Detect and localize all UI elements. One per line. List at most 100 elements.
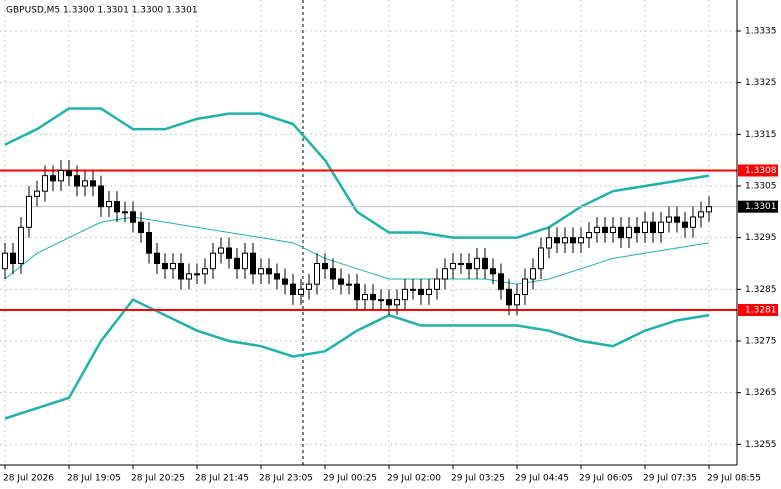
candle-body [2,252,8,270]
candle-body [610,226,616,233]
candle-body [602,226,608,233]
candle-body [362,294,368,301]
candle-body [386,299,392,306]
levels [0,169,737,311]
candle-body [274,273,280,280]
candle-body [330,268,336,280]
candle-body [570,237,576,244]
x-tick-label: 28 Jul 20:25 [131,474,185,484]
candle-body [146,232,152,254]
candle-body [138,221,144,234]
y-tick-label: 1.3265 [745,388,777,398]
bollinger-bands [4,107,710,420]
candle-body [58,170,64,182]
candle-body [370,294,376,301]
x-tick-label: 29 Jul 00:25 [323,474,377,484]
candle-body [482,257,488,270]
candle-body [50,175,56,182]
candle-body [218,247,224,254]
candle-body [242,252,248,270]
candle-body [162,263,168,270]
candles [2,160,712,316]
candle-body [202,268,208,275]
candle-body [210,252,216,270]
x-tick-label: 29 Jul 04:45 [515,474,569,484]
last-price-label: 1.3301 [745,202,777,212]
candle-body [82,180,88,187]
candle-body [554,237,560,244]
candle-body [434,278,440,290]
candle-body [450,263,456,270]
y-tick-label: 1.3315 [745,130,777,140]
candle-body [498,273,504,290]
candle-body [666,216,672,223]
candle-body [10,252,16,265]
candle-body [130,211,136,223]
x-tick-label: 29 Jul 02:00 [387,474,441,484]
y-tick-label: 1.3285 [745,285,777,295]
candle-body [250,252,256,275]
last-price-box [738,200,778,213]
candle-body [42,175,48,192]
candle-body [658,221,664,234]
y-tick-label: 1.3295 [745,233,777,243]
candle-body [186,273,192,280]
y-tick-label: 1.3275 [745,337,777,347]
candle-body [698,211,704,218]
x-tick-label: 28 Jul 2026 [3,474,54,484]
candle-body [226,247,232,259]
candle-body [394,299,400,306]
candle-body [90,180,96,187]
candle-body [346,283,352,286]
band-line [4,298,710,420]
candle-body [338,278,344,285]
candle-body [282,278,288,285]
x-tick-label: 28 Jul 23:05 [259,474,313,484]
y-tick-label: 1.3325 [745,78,777,88]
candle-body [354,283,360,301]
candle-body [314,263,320,285]
candle-body [506,288,512,306]
level-box [738,164,778,177]
candle-body [546,237,552,249]
candle-body [234,257,240,270]
candle-body [634,226,640,233]
candle-body [194,273,200,276]
candle-body [290,283,296,295]
candle-body [178,263,184,280]
candle-body [562,237,568,244]
candle-body [426,288,432,296]
candle-body [682,221,688,228]
band-line [4,216,710,285]
candle-body [674,216,680,223]
y-tick-label: 1.3335 [745,27,777,37]
axis-labels: 1.3255 1.3265 1.3275 1.3285 1.3295 1.3305 1.33… [3,27,778,484]
x-tick-label: 29 Jul 06:05 [579,474,633,484]
candle-body [538,247,544,270]
x-tick-label: 29 Jul 08:55 [707,474,761,484]
candle-body [66,170,72,177]
candle-body [154,252,160,265]
x-tick-label: 28 Jul 19:05 [67,474,121,484]
candle-body [26,195,32,228]
candle-body [522,278,528,295]
x-tick-label: 29 Jul 03:25 [451,474,505,484]
candle-body [474,257,480,270]
band-line [4,107,710,239]
chart-title: GBPUSD,M5 1.3300 1.3301 1.3300 1.3301 [6,6,198,16]
candle-body [418,288,424,296]
candle-body [618,226,624,239]
candle-body [594,226,600,233]
candle-body [266,268,272,275]
candle-body [170,263,176,270]
candle-body [378,299,384,302]
level-label: 1.3281 [745,306,777,316]
candle-body [490,268,496,275]
candle-body [106,201,112,208]
candle-body [706,206,712,213]
level-label: 1.3308 [745,166,777,176]
candle-body [530,268,536,280]
candle-body [322,263,328,270]
candle-body [114,201,120,213]
candle-body [258,268,264,275]
